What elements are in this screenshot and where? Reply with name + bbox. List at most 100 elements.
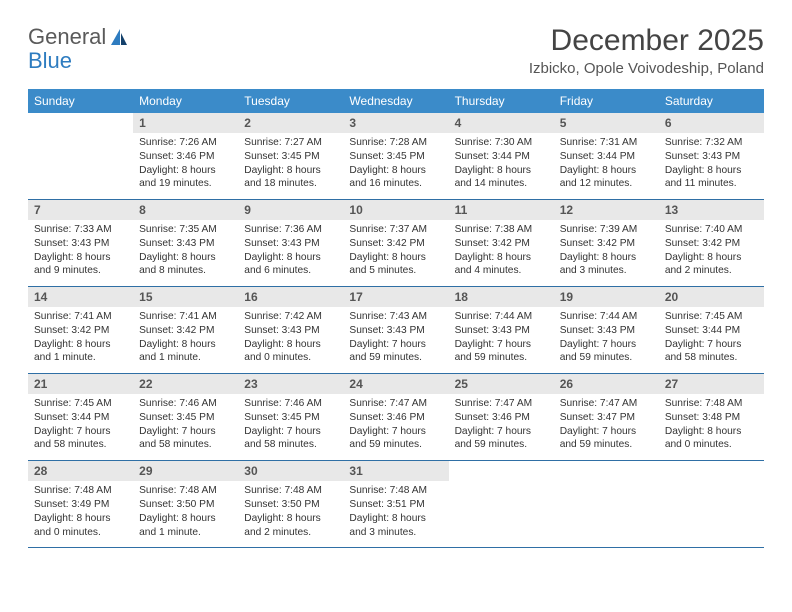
info-row: Sunrise: 7:45 AMSunset: 3:44 PMDaylight:… xyxy=(28,394,764,461)
day-cell: Sunrise: 7:47 AMSunset: 3:46 PMDaylight:… xyxy=(343,394,448,461)
day-header: Thursday xyxy=(449,89,554,113)
day-cell: Sunrise: 7:36 AMSunset: 3:43 PMDaylight:… xyxy=(238,220,343,287)
day-number: 1 xyxy=(133,113,238,133)
day-number xyxy=(449,461,554,482)
day-number xyxy=(554,461,659,482)
info-row: Sunrise: 7:48 AMSunset: 3:49 PMDaylight:… xyxy=(28,481,764,548)
calendar-head: SundayMondayTuesdayWednesdayThursdayFrid… xyxy=(28,89,764,113)
day-header: Wednesday xyxy=(343,89,448,113)
day-number: 8 xyxy=(133,200,238,221)
info-row: Sunrise: 7:26 AMSunset: 3:46 PMDaylight:… xyxy=(28,133,764,200)
day-cell: Sunrise: 7:47 AMSunset: 3:47 PMDaylight:… xyxy=(554,394,659,461)
title-block: December 2025 Izbicko, Opole Voivodeship… xyxy=(529,24,764,77)
day-number: 7 xyxy=(28,200,133,221)
day-number: 28 xyxy=(28,461,133,482)
day-number: 27 xyxy=(659,374,764,395)
day-cell: Sunrise: 7:26 AMSunset: 3:46 PMDaylight:… xyxy=(133,133,238,200)
day-cell: Sunrise: 7:41 AMSunset: 3:42 PMDaylight:… xyxy=(28,307,133,374)
day-cell: Sunrise: 7:41 AMSunset: 3:42 PMDaylight:… xyxy=(133,307,238,374)
day-cell: Sunrise: 7:31 AMSunset: 3:44 PMDaylight:… xyxy=(554,133,659,200)
day-number: 5 xyxy=(554,113,659,133)
brand-part1: General xyxy=(28,24,106,50)
day-number: 3 xyxy=(343,113,448,133)
day-cell: Sunrise: 7:42 AMSunset: 3:43 PMDaylight:… xyxy=(238,307,343,374)
day-cell: Sunrise: 7:44 AMSunset: 3:43 PMDaylight:… xyxy=(449,307,554,374)
day-cell xyxy=(659,481,764,548)
brand-part2: Blue xyxy=(28,48,72,73)
location-text: Izbicko, Opole Voivodeship, Poland xyxy=(529,60,764,77)
day-number: 22 xyxy=(133,374,238,395)
day-number: 11 xyxy=(449,200,554,221)
day-cell: Sunrise: 7:45 AMSunset: 3:44 PMDaylight:… xyxy=(659,307,764,374)
day-cell: Sunrise: 7:38 AMSunset: 3:42 PMDaylight:… xyxy=(449,220,554,287)
day-cell: Sunrise: 7:37 AMSunset: 3:42 PMDaylight:… xyxy=(343,220,448,287)
day-number xyxy=(28,113,133,133)
day-number: 19 xyxy=(554,287,659,308)
day-number: 25 xyxy=(449,374,554,395)
day-cell xyxy=(449,481,554,548)
day-number: 10 xyxy=(343,200,448,221)
day-cell: Sunrise: 7:40 AMSunset: 3:42 PMDaylight:… xyxy=(659,220,764,287)
day-cell: Sunrise: 7:43 AMSunset: 3:43 PMDaylight:… xyxy=(343,307,448,374)
day-number: 15 xyxy=(133,287,238,308)
day-cell xyxy=(554,481,659,548)
info-row: Sunrise: 7:41 AMSunset: 3:42 PMDaylight:… xyxy=(28,307,764,374)
brand-logo: General xyxy=(28,24,129,50)
day-cell: Sunrise: 7:28 AMSunset: 3:45 PMDaylight:… xyxy=(343,133,448,200)
day-header: Friday xyxy=(554,89,659,113)
day-number: 18 xyxy=(449,287,554,308)
daynum-row: 78910111213 xyxy=(28,200,764,221)
day-cell: Sunrise: 7:35 AMSunset: 3:43 PMDaylight:… xyxy=(133,220,238,287)
daynum-row: 123456 xyxy=(28,113,764,133)
day-number: 6 xyxy=(659,113,764,133)
day-number: 21 xyxy=(28,374,133,395)
day-number: 13 xyxy=(659,200,764,221)
day-cell: Sunrise: 7:32 AMSunset: 3:43 PMDaylight:… xyxy=(659,133,764,200)
day-number: 12 xyxy=(554,200,659,221)
day-number: 9 xyxy=(238,200,343,221)
day-cell: Sunrise: 7:46 AMSunset: 3:45 PMDaylight:… xyxy=(133,394,238,461)
day-cell: Sunrise: 7:44 AMSunset: 3:43 PMDaylight:… xyxy=(554,307,659,374)
day-cell: Sunrise: 7:48 AMSunset: 3:51 PMDaylight:… xyxy=(343,481,448,548)
daynum-row: 21222324252627 xyxy=(28,374,764,395)
day-number: 24 xyxy=(343,374,448,395)
daynum-row: 28293031 xyxy=(28,461,764,482)
day-cell: Sunrise: 7:30 AMSunset: 3:44 PMDaylight:… xyxy=(449,133,554,200)
day-number: 29 xyxy=(133,461,238,482)
day-number: 17 xyxy=(343,287,448,308)
day-cell xyxy=(28,133,133,200)
day-cell: Sunrise: 7:47 AMSunset: 3:46 PMDaylight:… xyxy=(449,394,554,461)
day-number: 4 xyxy=(449,113,554,133)
daynum-row: 14151617181920 xyxy=(28,287,764,308)
day-number: 20 xyxy=(659,287,764,308)
day-number: 30 xyxy=(238,461,343,482)
month-title: December 2025 xyxy=(529,24,764,58)
day-cell: Sunrise: 7:48 AMSunset: 3:50 PMDaylight:… xyxy=(238,481,343,548)
day-cell: Sunrise: 7:46 AMSunset: 3:45 PMDaylight:… xyxy=(238,394,343,461)
day-header: Sunday xyxy=(28,89,133,113)
calendar-body: 123456Sunrise: 7:26 AMSunset: 3:46 PMDay… xyxy=(28,113,764,548)
page-header: General December 2025 Izbicko, Opole Voi… xyxy=(28,24,764,77)
day-number: 14 xyxy=(28,287,133,308)
info-row: Sunrise: 7:33 AMSunset: 3:43 PMDaylight:… xyxy=(28,220,764,287)
day-header-row: SundayMondayTuesdayWednesdayThursdayFrid… xyxy=(28,89,764,113)
day-cell: Sunrise: 7:27 AMSunset: 3:45 PMDaylight:… xyxy=(238,133,343,200)
day-header: Tuesday xyxy=(238,89,343,113)
day-number: 26 xyxy=(554,374,659,395)
day-cell: Sunrise: 7:48 AMSunset: 3:48 PMDaylight:… xyxy=(659,394,764,461)
day-number: 23 xyxy=(238,374,343,395)
day-cell: Sunrise: 7:48 AMSunset: 3:50 PMDaylight:… xyxy=(133,481,238,548)
brand-part2-wrap: Blue xyxy=(28,48,72,74)
day-cell: Sunrise: 7:48 AMSunset: 3:49 PMDaylight:… xyxy=(28,481,133,548)
day-number: 16 xyxy=(238,287,343,308)
day-number: 31 xyxy=(343,461,448,482)
day-cell: Sunrise: 7:45 AMSunset: 3:44 PMDaylight:… xyxy=(28,394,133,461)
day-number xyxy=(659,461,764,482)
day-number: 2 xyxy=(238,113,343,133)
sail-icon xyxy=(109,27,129,47)
day-cell: Sunrise: 7:33 AMSunset: 3:43 PMDaylight:… xyxy=(28,220,133,287)
calendar-table: SundayMondayTuesdayWednesdayThursdayFrid… xyxy=(28,89,764,548)
day-cell: Sunrise: 7:39 AMSunset: 3:42 PMDaylight:… xyxy=(554,220,659,287)
day-header: Monday xyxy=(133,89,238,113)
day-header: Saturday xyxy=(659,89,764,113)
